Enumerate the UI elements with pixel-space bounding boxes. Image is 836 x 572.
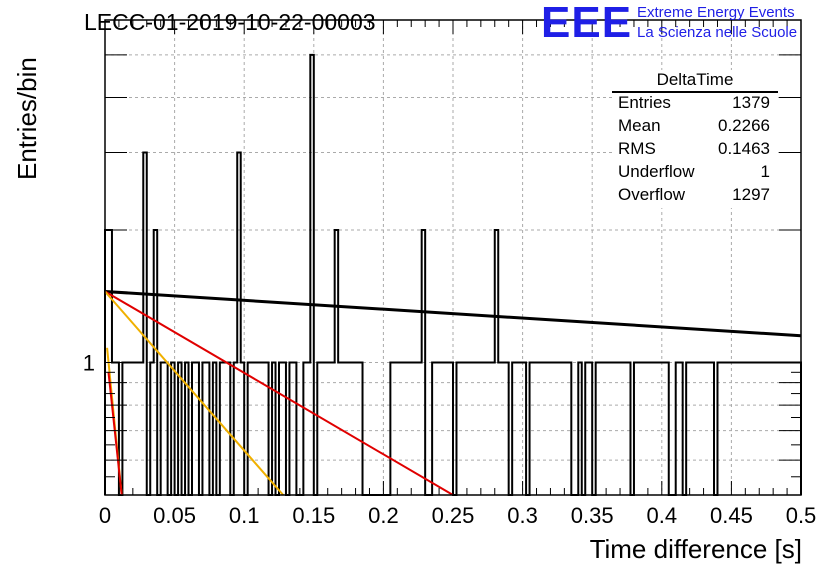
stats-value: 1 — [760, 162, 770, 181]
x-tick-label: 0.5 — [786, 503, 817, 528]
histogram-bin — [648, 363, 651, 495]
stats-row-underflow: Underflow 1 — [618, 162, 770, 185]
histogram-bin — [516, 363, 519, 495]
histogram-bin — [540, 363, 543, 495]
fit-line — [104, 290, 454, 496]
x-tick-label: 0.2 — [368, 503, 399, 528]
y-tick-label: 1 — [83, 351, 95, 376]
x-tick-label: 0.35 — [571, 503, 614, 528]
fit-line — [107, 372, 123, 496]
histogram-bin — [474, 363, 477, 495]
stats-value: 1297 — [732, 185, 770, 204]
histogram-bin — [342, 363, 345, 495]
stats-row-rms: RMS 0.1463 — [618, 139, 770, 162]
x-tick-label: 0.15 — [292, 503, 335, 528]
fit-line — [104, 290, 284, 496]
histogram-bin — [690, 363, 693, 495]
histogram-series — [104, 53, 802, 496]
stats-value: 1379 — [732, 93, 770, 112]
stats-row-overflow: Overflow 1297 — [618, 185, 770, 208]
stats-box: DeltaTime Entries 1379 Mean 0.2266 RMS 0… — [612, 70, 778, 208]
tick-labels: 0 0.05 0.1 0.15 0.2 0.25 0.3 0.35 0.4 0.45 0.5 1 — [83, 351, 817, 528]
stats-row-entries: Entries 1379 — [618, 93, 770, 116]
x-axis-label: Time difference [s] — [589, 534, 802, 564]
y-axis-label: Entries/bin — [12, 57, 42, 180]
x-tick-label: 0.25 — [432, 503, 475, 528]
x-tick-label: 0.45 — [710, 503, 753, 528]
logo-line-1: Extreme Energy Events — [637, 4, 795, 21]
stats-divider — [612, 91, 778, 93]
fit-line — [104, 289, 802, 338]
stats-key: Mean — [618, 116, 661, 135]
stats-title: DeltaTime — [656, 70, 734, 89]
histogram-bin — [408, 363, 411, 495]
stats-key: RMS — [618, 139, 656, 158]
logo-line-2: La Scienza nelle Scuole — [637, 24, 798, 41]
stats-value: 0.2266 — [718, 116, 770, 135]
histogram-outline — [104, 53, 802, 496]
stats-key: Underflow — [618, 162, 695, 181]
histogram-bin — [756, 363, 759, 495]
stats-row-mean: Mean 0.2266 — [618, 116, 770, 139]
stats-key: Entries — [618, 93, 671, 112]
x-tick-label: 0.05 — [153, 503, 196, 528]
x-tick-label: 0.1 — [229, 503, 260, 528]
x-tick-label: 0.3 — [507, 503, 538, 528]
x-tick-label: 0.4 — [647, 503, 678, 528]
axis-ticks — [104, 19, 802, 495]
chart-title: LECC-01-2019-10-22-00003 — [84, 9, 376, 35]
histogram-bin — [624, 363, 627, 495]
stats-value: 0.1463 — [718, 139, 770, 158]
stats-key: Overflow — [618, 185, 686, 204]
x-tick-label: 0 — [99, 503, 111, 528]
eee-logo: EEE — [541, 0, 633, 47]
